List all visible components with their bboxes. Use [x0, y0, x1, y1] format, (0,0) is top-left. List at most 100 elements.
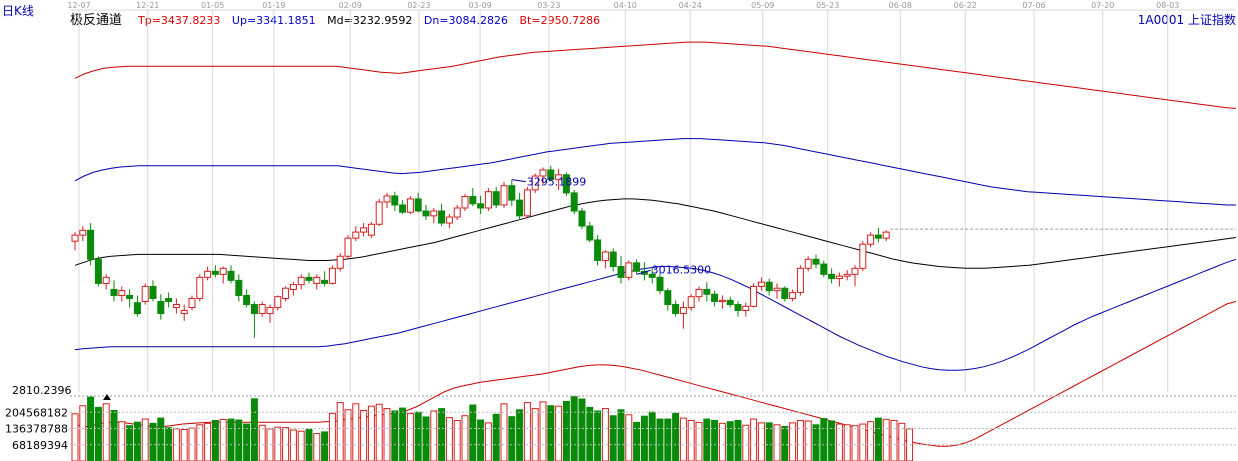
candle: [414, 192, 422, 213]
volume-tick-label: 204568182: [5, 406, 68, 419]
x-tick-label: 02-23: [407, 1, 430, 10]
candle: [313, 274, 321, 290]
extreme-annotation: 3295.1899: [511, 176, 586, 189]
candle: [508, 179, 516, 207]
candle: [820, 260, 828, 278]
volume-bar: [508, 416, 516, 461]
volume-bar: [243, 423, 251, 461]
volume-bar: [328, 412, 336, 461]
candle: [227, 265, 235, 284]
volume-bar: [687, 419, 695, 461]
volume-bar: [406, 412, 414, 461]
candle: [601, 250, 609, 269]
band-tp: [74, 41, 1237, 109]
volume-bar: [102, 403, 110, 461]
candle: [258, 301, 266, 317]
volume-bar: [609, 415, 617, 461]
candle: [118, 286, 126, 302]
candle: [438, 203, 446, 227]
candle: [204, 266, 212, 281]
volume-bar: [523, 402, 531, 461]
volume-bar: [180, 429, 188, 461]
candle: [578, 207, 586, 230]
volume-bar: [890, 419, 898, 461]
extreme-annotation: 3016.5300: [636, 263, 711, 276]
indicator-values: Tp=3437.8233 Up=3341.1851 Md=3232.9592 D…: [137, 14, 600, 27]
volume-bar: [352, 403, 360, 461]
candle: [453, 204, 461, 221]
volume-bar: [157, 417, 165, 461]
candle: [555, 168, 563, 190]
volume-bar: [133, 421, 141, 461]
x-tick-label: 07-20: [1091, 1, 1114, 10]
x-axis-ticks: 12-07 12-21 01-05 01-19 02-09 02-23 03-09 03-23…: [67, 1, 1179, 10]
volume-bar: [547, 405, 555, 461]
candle: [165, 292, 173, 308]
volume-bar: [874, 417, 882, 461]
volume-bar: [750, 418, 758, 461]
volume-bar: [796, 419, 804, 461]
volume-bar: [321, 431, 329, 461]
candle: [633, 259, 641, 275]
candle: [172, 298, 180, 314]
volume-bar: [726, 421, 734, 461]
x-tick-label: 03-23: [537, 1, 560, 10]
band-md: [74, 198, 1237, 269]
indicator-dn: Dn=3084.2826: [424, 14, 508, 27]
volume-bar: [851, 425, 859, 461]
candle: [648, 268, 656, 284]
period-label[interactable]: 日K线: [2, 4, 34, 18]
candle: [352, 226, 360, 242]
candle: [539, 167, 547, 184]
candle: [789, 289, 797, 302]
band-dn: [74, 258, 1237, 371]
candle: [828, 268, 836, 284]
volume-bar: [804, 420, 812, 461]
volume-bar: [94, 406, 102, 461]
volume-bar: [383, 408, 391, 461]
candle: [126, 289, 134, 308]
volume-bar: [672, 412, 680, 461]
candle: [742, 302, 750, 317]
x-tick-label: 05-23: [816, 1, 839, 10]
candle: [344, 235, 352, 260]
volume-bar: [87, 396, 95, 461]
volume-bar: [656, 418, 664, 461]
volume-bar: [820, 418, 828, 461]
volume-bar: [516, 409, 524, 461]
candle: [781, 286, 789, 302]
candle: [711, 290, 719, 307]
candles: [71, 165, 1236, 338]
candle: [531, 173, 539, 193]
volume-bar: [344, 409, 352, 461]
volume-bar: [367, 405, 375, 461]
volume-bar: [110, 409, 118, 461]
volume-bar: [734, 419, 742, 461]
indicator-md: Md=3232.9592: [327, 14, 412, 27]
indicator-name: 极反通道: [70, 13, 122, 28]
candle: [679, 301, 687, 329]
instrument-label: 1A0001 上证指数: [1138, 12, 1236, 27]
volume-bar: [313, 433, 321, 461]
x-tick-label: 05-09: [751, 1, 774, 10]
volume-bar: [742, 424, 750, 461]
volume-bar: [601, 408, 609, 461]
candle: [141, 283, 149, 305]
candle: [102, 274, 110, 290]
volume-bar: [586, 406, 594, 461]
volume-bar: [492, 413, 500, 461]
candle: [274, 295, 282, 311]
x-tick-label: 06-22: [954, 1, 977, 10]
candle: [750, 283, 758, 308]
candle: [586, 221, 594, 243]
candle: [79, 226, 87, 242]
volume-bar: [71, 413, 79, 461]
volume-bar: [477, 419, 485, 461]
volume-bar: [594, 410, 602, 461]
volume-bar: [812, 424, 820, 461]
volume-bar: [360, 409, 368, 461]
candle: [835, 272, 843, 287]
volume-bar: [399, 407, 407, 461]
candle: [71, 232, 79, 251]
volume-bar: [555, 405, 563, 461]
